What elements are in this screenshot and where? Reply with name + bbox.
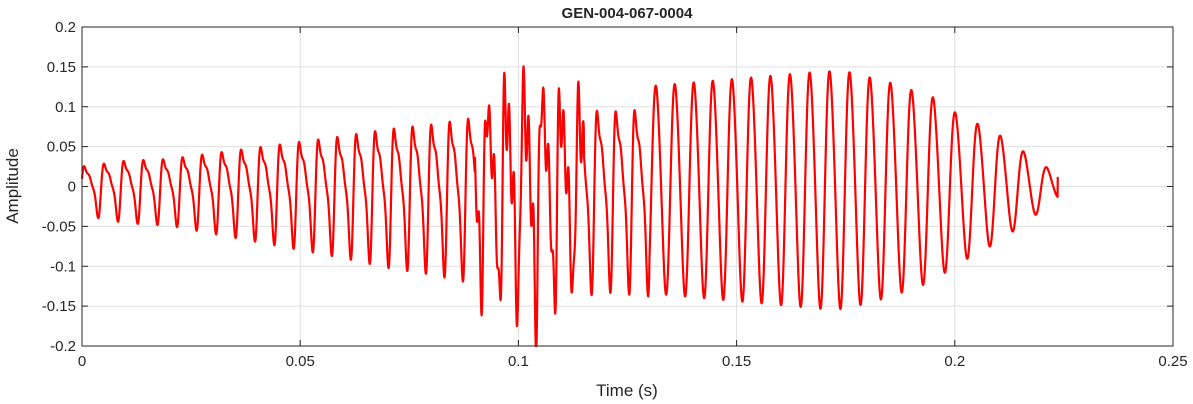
y-axis-label: Amplitude	[3, 148, 22, 224]
y-tick-label: -0.1	[50, 258, 76, 275]
x-tick-label: 0.25	[1158, 353, 1187, 370]
x-tick-label: 0	[78, 353, 86, 370]
y-tick-label: -0.15	[42, 298, 76, 315]
x-tick-label: 0.05	[286, 353, 315, 370]
y-tick-label: -0.05	[42, 218, 76, 235]
chart-title: GEN-004-067-0004	[562, 5, 694, 22]
y-axis-ticks: -0.2 -0.15 -0.1 -0.05 0 0.05 0.1 0.15 0.2	[42, 19, 1173, 355]
y-tick-label: 0.15	[47, 59, 76, 76]
x-tick-label: 0.1	[508, 353, 529, 370]
y-tick-label: 0.05	[47, 139, 76, 156]
x-axis-label: Time (s)	[596, 381, 658, 400]
x-tick-label: 0.2	[944, 353, 965, 370]
x-axis-ticks: 0 0.05 0.1 0.15 0.2 0.25	[78, 27, 1188, 370]
y-tick-label: 0	[68, 179, 76, 196]
y-tick-label: 0.2	[55, 19, 76, 36]
x-tick-label: 0.15	[722, 353, 751, 370]
y-tick-label: -0.2	[50, 338, 76, 355]
series-line	[80, 65, 1059, 348]
y-tick-label: 0.1	[55, 99, 76, 116]
